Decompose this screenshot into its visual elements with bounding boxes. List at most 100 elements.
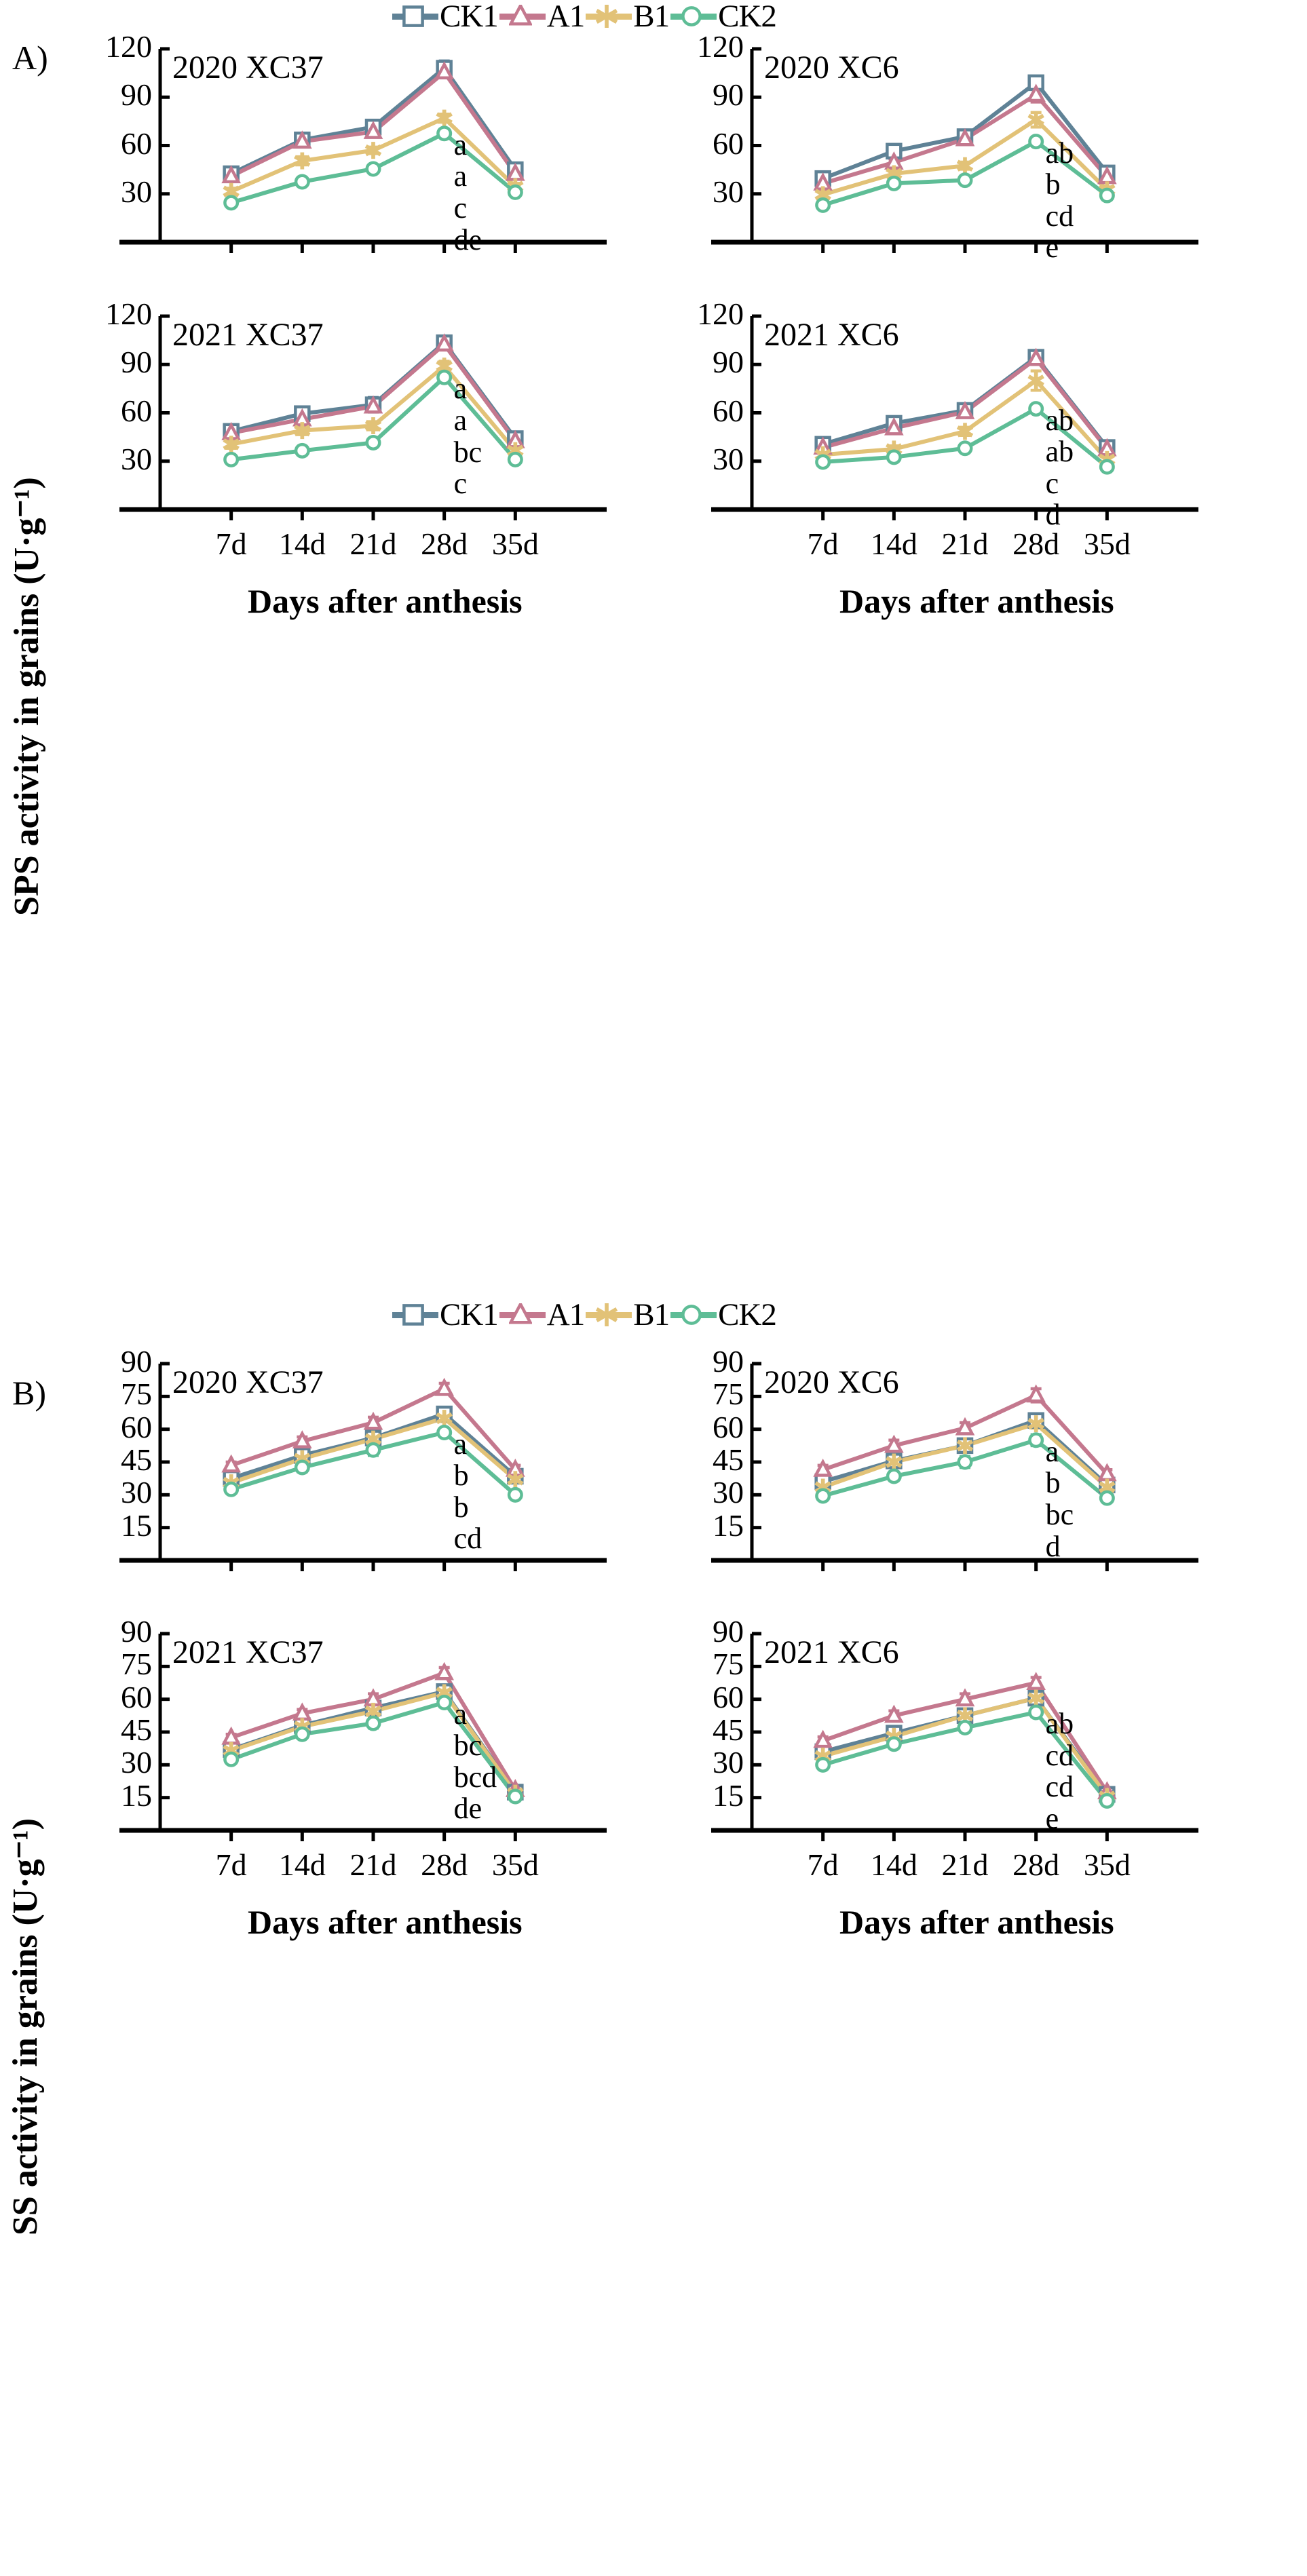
- data-point-ck2: [436, 126, 453, 142]
- legend-item-a1[interactable]: A1: [499, 1299, 586, 1331]
- legend-marker-square-icon: [402, 5, 425, 28]
- data-point-ck2: [886, 449, 902, 465]
- panel-b-ylabel: SS activity in grains (U·g⁻¹): [6, 1818, 45, 2235]
- data-point-a1: [221, 1454, 242, 1473]
- data-point-a1: [292, 1430, 312, 1448]
- panel-a: A) SPS activity in grains (U·g⁻¹) CK1 A1…: [7, 0, 1198, 916]
- y-tick-label: 90: [121, 345, 152, 380]
- data-point-ck2: [223, 1481, 240, 1497]
- y-tick-label: 45: [713, 1712, 744, 1747]
- data-point-a1: [292, 130, 312, 149]
- data-point-a1: [363, 121, 383, 139]
- data-point-a1: [884, 1704, 904, 1723]
- legend-item-ck1[interactable]: CK1: [392, 1299, 499, 1331]
- legend-panel-a: CK1 A1 B1 CK2: [392, 0, 778, 37]
- data-point-ck2: [886, 1468, 902, 1484]
- x-tick-label: 28d: [421, 526, 468, 561]
- legend-marker-asterisk-icon: [595, 1303, 618, 1326]
- data-point-a1: [363, 1411, 383, 1430]
- subplot-a-3: [711, 314, 1198, 520]
- subplot-title: 2020 XC37: [172, 50, 324, 85]
- data-point-ck2: [294, 1459, 310, 1476]
- data-point-a1: [434, 333, 455, 352]
- subplot-title: 2021 XC37: [172, 1634, 324, 1670]
- data-point-a1: [955, 1688, 975, 1707]
- data-point-b1: [886, 1453, 903, 1471]
- data-point-ck2: [365, 1442, 381, 1458]
- data-point-ck2: [223, 195, 240, 211]
- data-point-ck2: [507, 1486, 523, 1503]
- data-point-b1: [507, 1471, 524, 1488]
- y-tick-label: 30: [121, 174, 152, 209]
- data-point-ck2: [507, 184, 523, 200]
- x-tick-label: 35d: [1083, 1847, 1131, 1882]
- y-tick-label: 75: [121, 1647, 152, 1682]
- y-tick-label: 60: [713, 1679, 744, 1714]
- x-tick-label: 14d: [870, 1847, 917, 1882]
- legend-line2-ck2: [694, 13, 717, 20]
- subplot-title: 2021 XC6: [764, 1634, 899, 1670]
- data-point-a1: [221, 165, 242, 184]
- data-point-ck2: [815, 1488, 831, 1504]
- y-tick-label: 90: [121, 1344, 152, 1379]
- y-tick-label: 60: [713, 393, 744, 428]
- y-tick-label: 75: [713, 1377, 744, 1412]
- y-tick-label: 120: [105, 296, 152, 331]
- subplot-a-1: [711, 47, 1198, 253]
- significance-letters: a b b cd: [453, 1427, 482, 1556]
- x-tick-label: 14d: [278, 526, 326, 561]
- significance-letters: ab cd cd e: [1045, 1707, 1074, 1835]
- x-tick-label: 14d: [278, 1847, 326, 1882]
- legend-label-ck2: CK2: [718, 0, 777, 34]
- data-point-b1: [294, 422, 311, 440]
- data-point-ck2: [365, 161, 381, 177]
- legend-label-a1: A1: [546, 1296, 585, 1332]
- subplot-title: 2020 XC6: [764, 1364, 899, 1400]
- data-point-a1: [434, 61, 455, 79]
- legend-item-b1[interactable]: B1: [586, 1299, 670, 1331]
- y-tick-label: 30: [121, 1745, 152, 1780]
- legend-item-b1[interactable]: B1: [586, 0, 670, 33]
- data-point-a1: [1026, 1672, 1046, 1691]
- y-tick-label: 60: [121, 393, 152, 428]
- data-point-b1: [956, 423, 974, 440]
- data-point-b1: [1027, 372, 1044, 389]
- subplot-title: 2020 XC6: [764, 50, 899, 85]
- subplot-title: 2021 XC6: [764, 317, 899, 353]
- legend-item-a1[interactable]: A1: [499, 0, 586, 33]
- y-tick-label: 15: [713, 1507, 744, 1543]
- data-point-b1: [364, 142, 382, 159]
- y-tick-label: 30: [713, 174, 744, 209]
- x-axis-title: Days after anthesis: [839, 1903, 1114, 1941]
- legend-item-ck2[interactable]: CK2: [670, 0, 778, 34]
- data-point-ck2: [957, 440, 973, 457]
- data-point-ck2: [957, 1454, 973, 1470]
- data-point-ck2: [1099, 1490, 1115, 1506]
- legend-item-ck1[interactable]: CK1: [392, 0, 499, 33]
- significance-letters: a bc bcd de: [453, 1697, 497, 1826]
- x-tick-label: 28d: [1012, 1847, 1060, 1882]
- y-tick-label: 60: [121, 1409, 152, 1444]
- x-tick-label: 35d: [1083, 526, 1131, 561]
- legend-marker-asterisk-icon: [595, 5, 618, 28]
- legend-line2-a1: [522, 13, 546, 20]
- data-point-ck2: [886, 175, 902, 191]
- data-point-b1: [1027, 1689, 1044, 1707]
- data-point-b1: [956, 157, 974, 174]
- data-point-ck2: [1099, 187, 1115, 204]
- y-tick-label: 15: [713, 1777, 744, 1813]
- legend-item-ck2[interactable]: CK2: [670, 1299, 778, 1331]
- y-tick-label: 30: [713, 1745, 744, 1780]
- data-point-b1: [1027, 111, 1044, 128]
- y-tick-label: 90: [121, 77, 152, 113]
- data-point-a1: [434, 1377, 455, 1396]
- significance-letters: ab ab c d: [1045, 403, 1074, 532]
- legend-label-ck2: CK2: [718, 1296, 777, 1332]
- x-tick-label: 28d: [1012, 526, 1060, 561]
- data-point-ck2: [223, 451, 240, 467]
- legend-marker-circle-icon: [680, 5, 703, 28]
- y-tick-label: 30: [121, 1475, 152, 1510]
- significance-letters: a a c de: [453, 128, 482, 256]
- data-point-a1: [955, 401, 975, 419]
